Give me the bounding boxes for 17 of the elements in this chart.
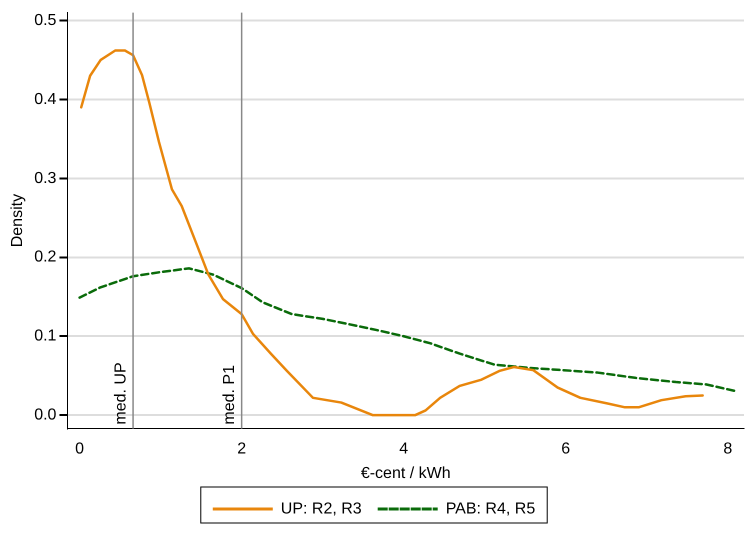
x-axis-title: €-cent / kWh [360, 464, 451, 482]
y-tick-label: 0.0 [34, 406, 57, 424]
x-tick-label: 0 [75, 440, 84, 458]
legend-label: PAB: R4, R5 [446, 500, 536, 518]
x-tick-label: 8 [723, 440, 732, 458]
x-tick-label: 2 [237, 440, 246, 458]
y-tick-label: 0.2 [34, 248, 57, 266]
legend-label: UP: R2, R3 [280, 500, 362, 518]
x-tick-label: 4 [399, 440, 408, 458]
ref-line-label: med. UP [112, 362, 130, 425]
y-tick-label: 0.5 [34, 12, 57, 29]
x-tick-label: 6 [561, 440, 570, 458]
y-tick-label: 0.1 [34, 328, 57, 345]
y-axis-title: Density [9, 194, 26, 248]
y-tick-label: 0.4 [34, 90, 57, 108]
ref-line-label: med. P1 [221, 364, 238, 425]
y-tick-label: 0.3 [34, 170, 57, 187]
